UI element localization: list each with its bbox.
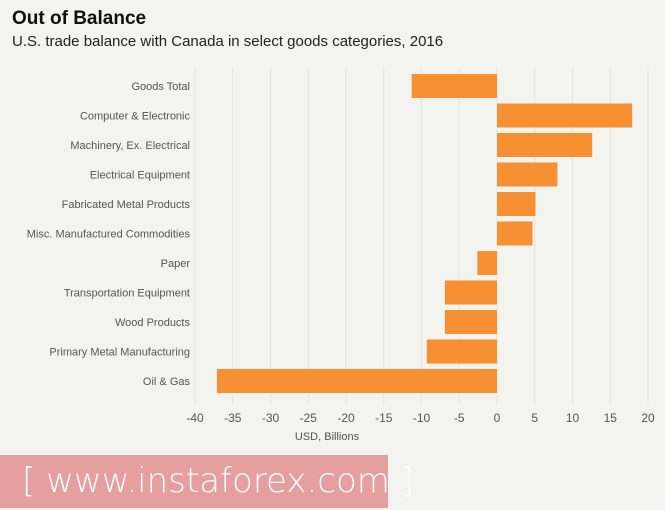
bar-electrical-equipment: [497, 162, 558, 187]
category-label: Primary Metal Manufacturing: [49, 347, 190, 359]
x-tick-label: -15: [375, 411, 393, 425]
category-label: Oil & Gas: [143, 376, 191, 388]
x-tick-label: 20: [641, 411, 655, 425]
x-tick-label: -20: [337, 411, 355, 425]
category-label: Fabricated Metal Products: [62, 199, 191, 211]
chart-subtitle: U.S. trade balance with Canada in select…: [12, 33, 444, 50]
category-label: Paper: [161, 258, 191, 270]
bar-primary-metal-manufacturing: [426, 339, 497, 364]
bar-fabricated-metal-products: [497, 192, 536, 216]
x-axis-label: USD, Billions: [295, 431, 360, 443]
category-label: Goods Total: [131, 81, 190, 93]
category-label: Computer & Electronic: [80, 111, 191, 123]
bar-machinery-ex-electrical: [497, 133, 593, 157]
bar-transportation-equipment: [444, 280, 497, 305]
x-tick-label: -40: [186, 411, 204, 425]
watermark-text: [ www.instaforex.com ]: [22, 461, 414, 501]
x-tick-label: 15: [604, 411, 618, 425]
x-tick-label: -5: [454, 411, 465, 425]
bar-computer-electronic: [497, 103, 633, 128]
bar-paper: [477, 251, 497, 275]
chart-title: Out of Balance: [12, 8, 147, 29]
x-tick-label: 5: [531, 411, 538, 425]
x-tick-label: -30: [262, 411, 280, 425]
watermark-banner: [ www.instaforex.com ]: [0, 455, 414, 508]
x-tick-label: 0: [494, 411, 501, 425]
x-tick-label: -35: [224, 411, 242, 425]
bar-misc-manufactured-commodities: [497, 221, 533, 246]
bar-goods-total: [411, 74, 497, 98]
bar-oil-gas: [216, 369, 497, 393]
bar-wood-products: [444, 310, 497, 334]
x-tick-label: 10: [566, 411, 580, 425]
x-tick-label: -25: [300, 411, 318, 425]
category-label: Misc. Manufactured Commodities: [27, 229, 191, 241]
category-label: Machinery, Ex. Electrical: [70, 140, 190, 152]
x-tick-label: -10: [413, 411, 431, 425]
category-label: Electrical Equipment: [90, 170, 190, 182]
category-label: Transportation Equipment: [64, 288, 190, 300]
category-label: Wood Products: [115, 317, 191, 329]
